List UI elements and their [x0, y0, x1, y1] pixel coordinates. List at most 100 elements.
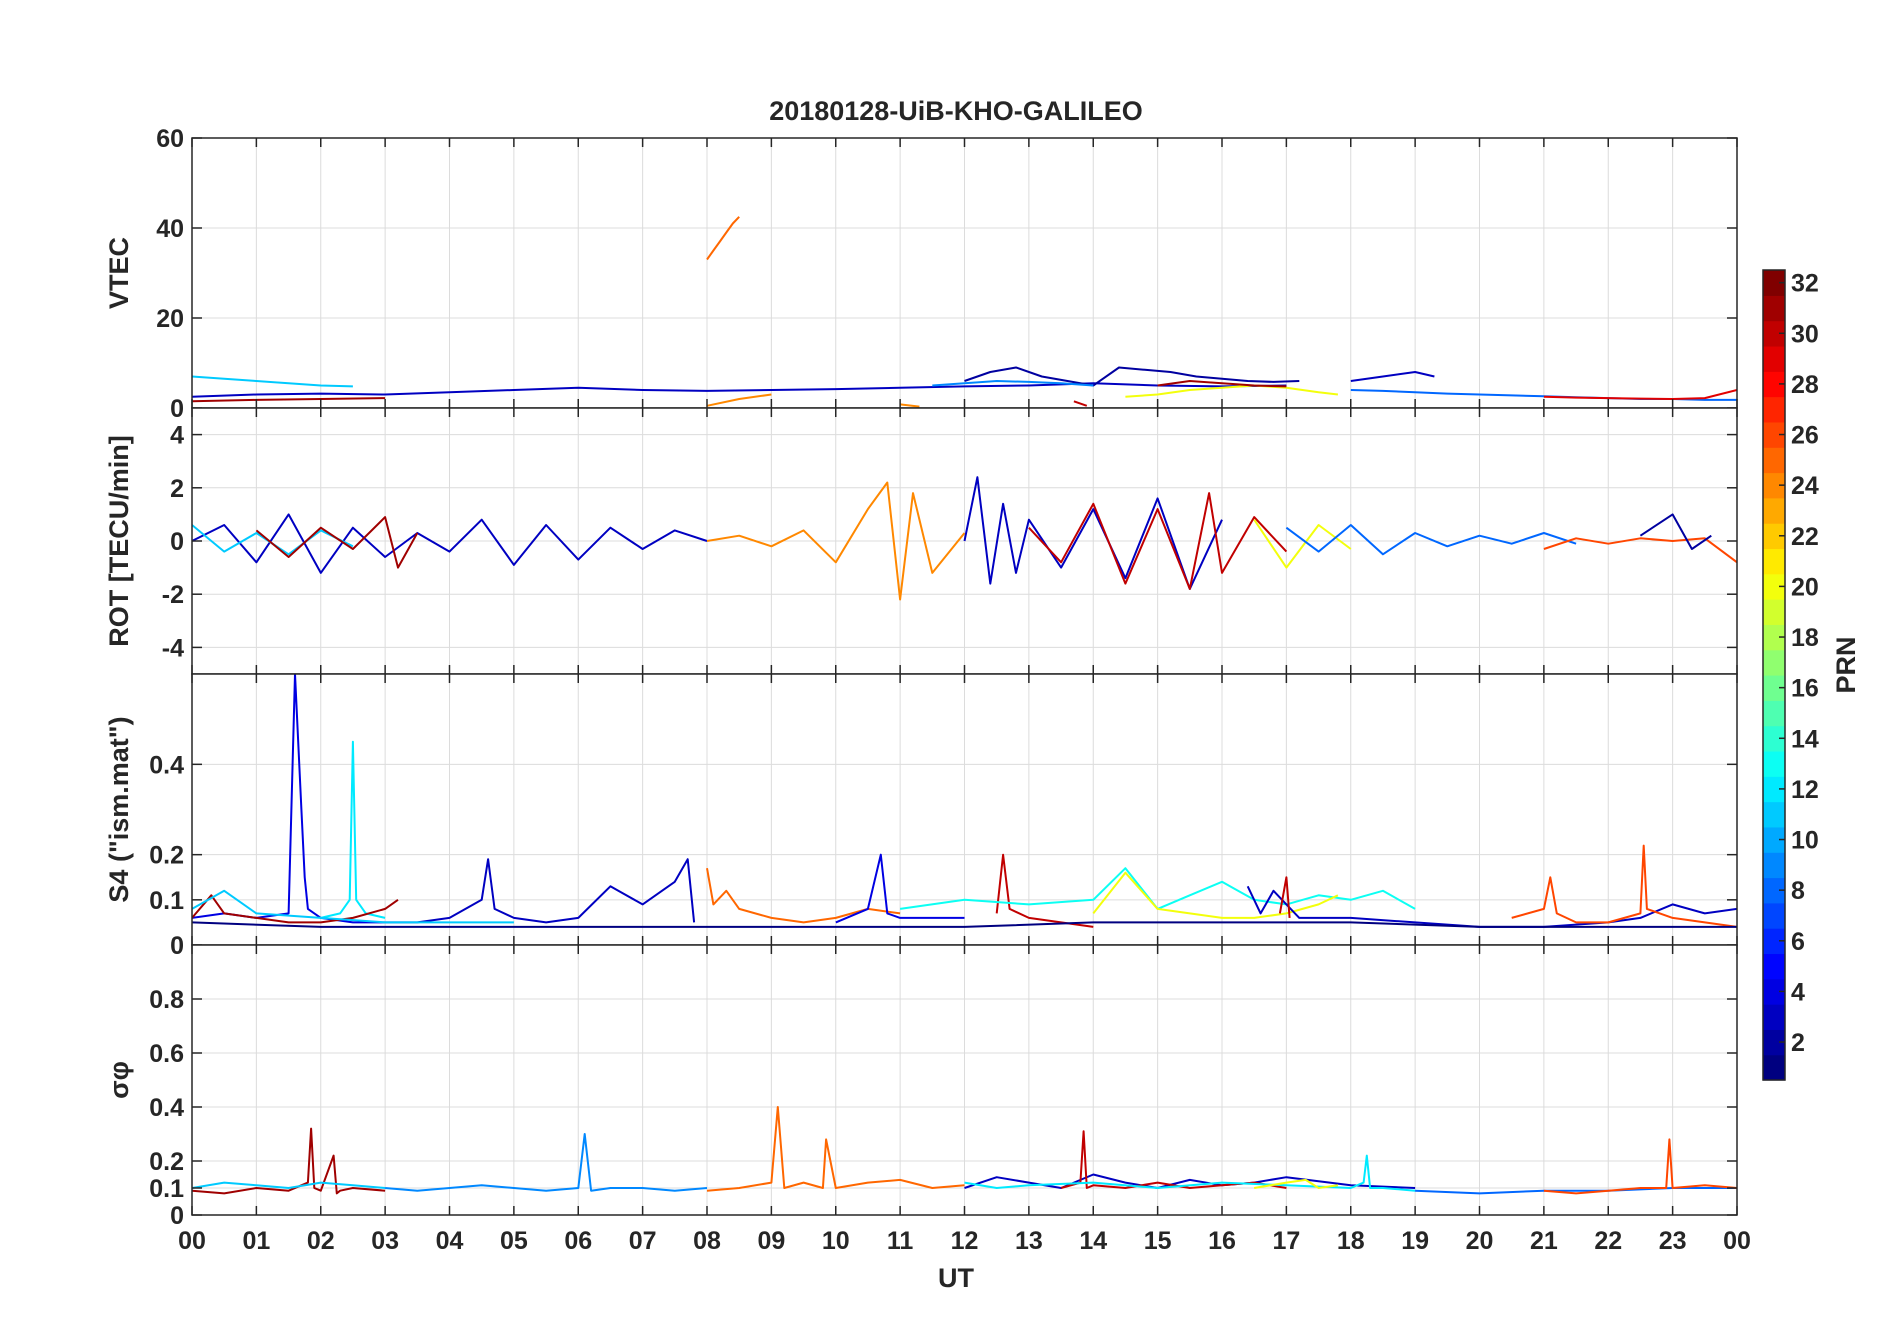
y-axis-label: VTEC: [104, 237, 134, 309]
colorbar-segment: [1763, 725, 1785, 752]
x-tick-label: 00: [178, 1227, 206, 1255]
x-tick-label: 03: [371, 1227, 399, 1255]
series-line-prn31: [255, 516, 419, 569]
series-line-prn3: [1350, 371, 1435, 382]
colorbar-segment: [1763, 1029, 1785, 1056]
y-tick-label: 0: [170, 395, 184, 423]
colorbar-frame: [1762, 269, 1786, 1081]
series-line-prn2: [964, 366, 1300, 387]
series-line-prn3: [1246, 885, 1737, 928]
colorbar-tick-label: 2: [1791, 1029, 1805, 1057]
y-axis-label: S4 ("ism.mat"): [104, 716, 134, 902]
colorbar-tick-label: 28: [1791, 371, 1819, 399]
series-line-prn26: [1543, 1138, 1737, 1195]
colorbar-segment: [1763, 902, 1785, 929]
x-tick-label: 20: [1466, 1227, 1494, 1255]
x-tick-label: 08: [693, 1227, 721, 1255]
series-line-prn11: [192, 375, 353, 388]
colorbar-label: PRN: [1831, 636, 1861, 693]
x-tick-label: 18: [1337, 1227, 1365, 1255]
x-tick-label: 16: [1208, 1227, 1236, 1255]
y-tick-label: -2: [162, 581, 184, 609]
panel-vtec: 0 20 40 60 VTEC: [104, 125, 1738, 423]
colorbar-segment: [1763, 1054, 1785, 1081]
colorbar-tick-label: 22: [1791, 523, 1819, 551]
series-line-prn24: [706, 393, 772, 407]
colorbar-segment: [1763, 345, 1785, 372]
series-line-prn3: [192, 513, 708, 574]
y-tick-label: 0.6: [149, 1040, 184, 1068]
series-line-prn3: [192, 382, 1287, 398]
series-line-prn9: [385, 1133, 708, 1192]
colorbar-segment: [1763, 877, 1785, 904]
colorbar-segment: [1763, 371, 1785, 398]
series-line-prn30: [1073, 400, 1088, 407]
colorbar-segment: [1763, 599, 1785, 625]
series-line-prn4: [835, 853, 965, 924]
colorbar-segment: [1763, 472, 1785, 499]
colorbar-tick-label: 26: [1791, 422, 1819, 450]
figure-title: 20180128-UiB-KHO-GALILEO: [769, 96, 1143, 126]
y-tick-label: 0.1: [149, 1175, 184, 1203]
series-line-prn20: [1253, 519, 1352, 569]
x-axis: 00 01 02 03 04 05 06 07 08 09 10 11 12 13 14 15 16 17 18 19…: [178, 1227, 1751, 1255]
colorbar-tick-label: 12: [1791, 776, 1819, 804]
x-tick-label: 13: [1015, 1227, 1043, 1255]
series-line-prn29: [1543, 389, 1737, 400]
x-tick-label: 04: [436, 1227, 464, 1255]
colorbar-segment: [1763, 624, 1785, 651]
colorbar-tick-label: 20: [1791, 573, 1819, 601]
series-group: [192, 1106, 1737, 1195]
x-tick-label: 09: [757, 1227, 785, 1255]
y-tick-label: 0.4: [149, 1094, 184, 1122]
series-line-prn31: [192, 1127, 386, 1195]
y-tick-label: -4: [162, 634, 184, 662]
x-tick-label: 22: [1594, 1227, 1622, 1255]
colorbar-tick-label: 8: [1791, 877, 1805, 905]
colorbar-segment: [1763, 295, 1785, 322]
series-line-prn24: [899, 403, 920, 408]
x-tick-label: 00: [1723, 1227, 1751, 1255]
y-tick-label: 60: [156, 125, 184, 153]
x-axis-label: UT: [938, 1263, 974, 1293]
colorbar-segment: [1763, 852, 1785, 879]
x-tick-label: 06: [564, 1227, 592, 1255]
panel-rot: -4 -2 0 2 4 ROT [TECU/min]: [104, 407, 1738, 675]
series-line-prn1: [192, 921, 1737, 928]
series-line-prn24: [706, 481, 966, 601]
colorbar-tick-label: 30: [1791, 320, 1819, 348]
series-line-prn30: [1028, 492, 1288, 590]
colorbar-tick-label: 32: [1791, 270, 1819, 298]
colorbar-segment: [1763, 649, 1785, 676]
series-line-prn31: [192, 397, 386, 403]
y-tick-label: 0: [170, 528, 184, 556]
series-group: [192, 216, 1737, 408]
y-tick-label: 0.8: [149, 986, 184, 1014]
series-line-prn13: [899, 867, 1416, 910]
y-tick-label: 4: [170, 422, 184, 450]
x-tick-label: 19: [1401, 1227, 1429, 1255]
colorbar-tick-label: 10: [1791, 827, 1819, 855]
series-line-prn31: [1157, 380, 1287, 388]
series-line-prn12: [964, 1154, 1416, 1192]
colorbar-segment: [1763, 270, 1785, 296]
series-line-prn25: [706, 868, 901, 924]
series-line-prn25: [706, 216, 740, 261]
series-line-prn20: [1092, 871, 1339, 919]
series-line-prn9: [932, 380, 1094, 387]
panel-sigma_phi: 00.10.2 0.4 0.6 0.8 σφ: [104, 944, 1738, 1230]
y-tick-label: 0.2: [149, 842, 184, 870]
colorbar-segment: [1763, 953, 1785, 980]
y-tick-label: 2: [170, 475, 184, 503]
series-line-prn26: [1543, 537, 1737, 564]
series-line-prn30: [1278, 876, 1291, 918]
series-group: [192, 674, 1737, 928]
panel-s4: 0 0.1 0.2 0.4 S4 ("ism.mat"): [104, 673, 1738, 960]
series-line-prn3: [385, 858, 696, 924]
colorbar-segment: [1763, 396, 1785, 423]
x-tick-label: 02: [307, 1227, 335, 1255]
colorbar-segment: [1763, 320, 1785, 347]
